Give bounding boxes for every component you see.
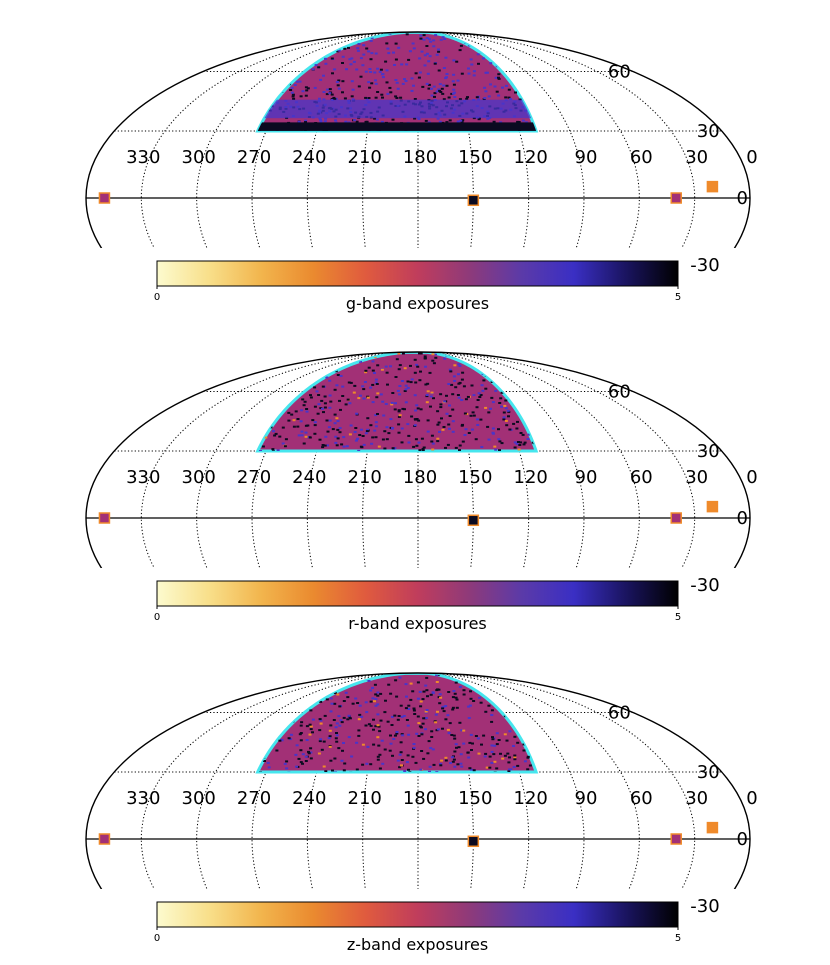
colorbar-z-band: 0 5 z-band exposures — [154, 901, 681, 954]
ra-tick-label: 120 — [514, 467, 548, 488]
ra-tick-label: 330 — [126, 467, 160, 488]
dec-tick-label: 60 — [608, 381, 631, 402]
ra-tick-label: 240 — [292, 788, 326, 809]
meridian-line — [140, 352, 419, 568]
colorbar-label: z-band exposures — [347, 935, 488, 954]
exposure-patch — [467, 194, 480, 207]
meridian-line — [417, 673, 585, 889]
sky-boundary — [85, 351, 751, 568]
ra-tick-label: 30 — [685, 467, 708, 488]
meridian-line — [417, 32, 696, 248]
ra-tick-label: 150 — [458, 467, 492, 488]
ra-tick-label: 210 — [348, 467, 382, 488]
exposure-patch — [98, 192, 111, 204]
colorbar-min-label: 0 — [154, 933, 160, 944]
ra-tick-label: 180 — [403, 147, 437, 168]
colorbar-r-band: 0 5 r-band exposures — [154, 580, 681, 633]
dec-tick-label: -30 — [690, 255, 719, 276]
dec-tick-label: 60 — [608, 702, 631, 723]
ra-tick-label: 150 — [458, 147, 492, 168]
exposure-patch — [670, 192, 682, 204]
colorbar-gradient — [156, 260, 679, 287]
meridian-line — [417, 352, 696, 568]
sky-boundary — [85, 672, 751, 889]
ra-tick-label: 180 — [403, 788, 437, 809]
exposure-patch — [98, 512, 111, 524]
ra-tick-label: 60 — [630, 147, 653, 168]
dec-tick-label: 0 — [737, 829, 748, 850]
ra-tick-label: 210 — [348, 147, 382, 168]
colorbar-gradient — [156, 901, 679, 928]
sky-map-z-band — [85, 672, 751, 889]
exposure-patch — [706, 500, 719, 513]
colorbar-max-label: 5 — [675, 292, 681, 303]
colorbar-max-label: 5 — [675, 612, 681, 623]
ra-tick-label: 330 — [126, 147, 160, 168]
ra-tick-label: 270 — [237, 788, 271, 809]
meridian-line — [417, 352, 585, 568]
ra-tick-label: 240 — [292, 467, 326, 488]
exposure-patch — [670, 833, 682, 845]
exposure-patch — [467, 835, 480, 848]
dec-tick-label: 30 — [697, 121, 720, 142]
dec-tick-label: 30 — [697, 762, 720, 783]
meridian-line — [417, 32, 585, 248]
colorbar-label: g-band exposures — [346, 294, 489, 313]
meridian-line — [140, 32, 419, 248]
exposure-patch — [706, 180, 719, 193]
colorbar-gradient — [156, 580, 679, 607]
exposure-patch — [467, 514, 480, 527]
colorbar-g-band: 0 5 g-band exposures — [154, 260, 681, 313]
ra-tick-label: 240 — [292, 147, 326, 168]
ra-tick-label: 300 — [182, 147, 216, 168]
dec-tick-label: -30 — [690, 575, 719, 596]
ra-tick-label: 270 — [237, 467, 271, 488]
colorbar-min-label: 0 — [154, 292, 160, 303]
meridian-line — [417, 673, 696, 889]
ra-tick-label: 60 — [630, 467, 653, 488]
ra-tick-label: 90 — [575, 788, 598, 809]
exposure-patch — [670, 512, 682, 524]
ra-tick-label: 120 — [514, 147, 548, 168]
ra-tick-label: 90 — [575, 147, 598, 168]
axis-labels-z-band: 330 300 270 240 210 180 150 120 90 60 30… — [126, 702, 758, 917]
sky-map-r-band — [85, 351, 751, 568]
panel-z-band: 330 300 270 240 210 180 150 120 90 60 30… — [85, 672, 758, 954]
dec-tick-label: 0 — [737, 508, 748, 529]
colorbar-max-label: 5 — [675, 933, 681, 944]
exposure-patch — [706, 821, 719, 834]
dec-tick-label: 0 — [737, 188, 748, 209]
colorbar-label: r-band exposures — [348, 614, 487, 633]
sky-map-g-band — [85, 31, 751, 248]
ra-tick-label: 0 — [746, 147, 757, 168]
ra-tick-label: 300 — [182, 788, 216, 809]
colorbar-min-label: 0 — [154, 612, 160, 623]
panel-r-band: 330 300 270 240 210 180 150 120 90 60 30… — [85, 351, 758, 633]
axis-labels-r-band: 330 300 270 240 210 180 150 120 90 60 30… — [126, 381, 758, 596]
ra-tick-label: 30 — [685, 788, 708, 809]
ra-tick-label: 210 — [348, 788, 382, 809]
ra-tick-label: 30 — [685, 147, 708, 168]
ra-tick-label: 180 — [403, 467, 437, 488]
ra-tick-label: 0 — [746, 788, 757, 809]
sky-boundary — [85, 31, 751, 248]
dec-tick-label: 30 — [697, 441, 720, 462]
ra-tick-label: 120 — [514, 788, 548, 809]
axis-labels-g-band: 330 300 270 240 210 180 150 120 90 60 30… — [126, 61, 758, 276]
footprint-region — [255, 673, 539, 774]
dec-tick-label: 60 — [608, 61, 631, 82]
ra-tick-label: 0 — [746, 467, 757, 488]
dec-tick-label: -30 — [690, 896, 719, 917]
ra-tick-label: 150 — [458, 788, 492, 809]
ra-tick-label: 330 — [126, 788, 160, 809]
ra-tick-label: 60 — [630, 788, 653, 809]
panel-g-band: 330 300 270 240 210 180 150 120 90 60 30… — [85, 31, 758, 313]
meridian-line — [140, 673, 419, 889]
ra-tick-label: 300 — [182, 467, 216, 488]
exposure-patch — [98, 833, 111, 845]
ra-tick-label: 90 — [575, 467, 598, 488]
ra-tick-label: 270 — [237, 147, 271, 168]
